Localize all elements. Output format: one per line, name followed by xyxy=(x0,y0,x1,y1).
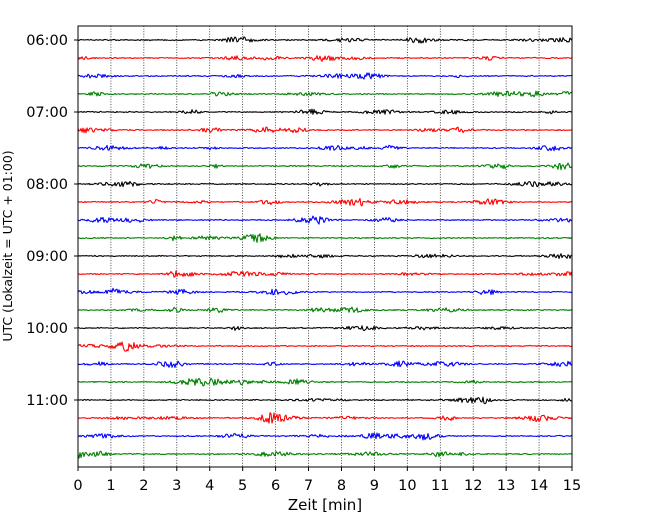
x-tick-label: 15 xyxy=(563,478,581,494)
seismic-trace xyxy=(77,72,573,80)
seismic-trace xyxy=(77,36,573,44)
y-tick-label: 11:00 xyxy=(26,393,68,409)
x-tick-label: 4 xyxy=(205,478,214,494)
seismic-trace xyxy=(77,450,573,459)
seismic-trace xyxy=(77,396,573,405)
seismic-trace xyxy=(77,233,573,243)
x-tick-label: 11 xyxy=(431,478,449,494)
x-axis: 0 1 2 3 4 5 6 7 8 9 10 11 12 13 14 15 xyxy=(73,467,581,494)
seismic-trace xyxy=(77,144,573,152)
seismic-trace xyxy=(77,306,573,314)
seismic-trace xyxy=(77,180,573,188)
x-tick-label: 1 xyxy=(106,478,115,494)
seismic-trace xyxy=(77,108,573,115)
seismic-trace xyxy=(77,270,573,278)
x-tick-label: 7 xyxy=(304,478,313,494)
grid-lines xyxy=(110,26,540,467)
seismic-trace xyxy=(77,325,573,332)
y-tick-label: 08:00 xyxy=(26,177,68,193)
y-axis-label: UTC (Lokalzeit = UTC + 01:00) xyxy=(0,150,15,341)
seismic-trace xyxy=(77,341,573,352)
seismic-trace xyxy=(77,90,573,98)
seismic-trace xyxy=(77,126,573,134)
plot-background xyxy=(78,26,572,467)
y-tick-label: 07:00 xyxy=(26,105,68,121)
y-tick-label: 06:00 xyxy=(26,33,68,49)
seismic-trace xyxy=(77,197,573,207)
x-tick-label: 5 xyxy=(238,478,247,494)
x-tick-label: 14 xyxy=(530,478,548,494)
x-tick-label: 3 xyxy=(172,478,181,494)
seismic-trace xyxy=(77,377,573,387)
seismic-trace xyxy=(77,253,573,259)
y-axis: 06:00 07:00 08:00 09:00 10:00 11:00 xyxy=(26,33,78,409)
x-tick-label: 2 xyxy=(139,478,148,494)
seismic-trace xyxy=(77,162,573,171)
x-tick-label: 9 xyxy=(370,478,379,494)
y-tick-label: 10:00 xyxy=(26,321,68,337)
seismic-trace xyxy=(77,432,573,441)
x-tick-label: 12 xyxy=(464,478,482,494)
trace-group xyxy=(77,36,573,459)
seismic-trace xyxy=(77,55,573,62)
x-tick-label: 13 xyxy=(497,478,515,494)
seismic-trace xyxy=(77,360,573,368)
plot-frame xyxy=(77,25,573,468)
x-tick-label: 10 xyxy=(398,478,416,494)
x-tick-label: 6 xyxy=(271,478,280,494)
seismic-trace xyxy=(77,215,573,225)
x-axis-label: Zeit [min] xyxy=(288,496,362,514)
x-tick-label: 0 xyxy=(73,478,82,494)
seismic-trace xyxy=(77,412,573,424)
y-tick-label: 09:00 xyxy=(26,249,68,265)
seismic-trace xyxy=(77,287,573,296)
x-tick-label: 8 xyxy=(337,478,346,494)
